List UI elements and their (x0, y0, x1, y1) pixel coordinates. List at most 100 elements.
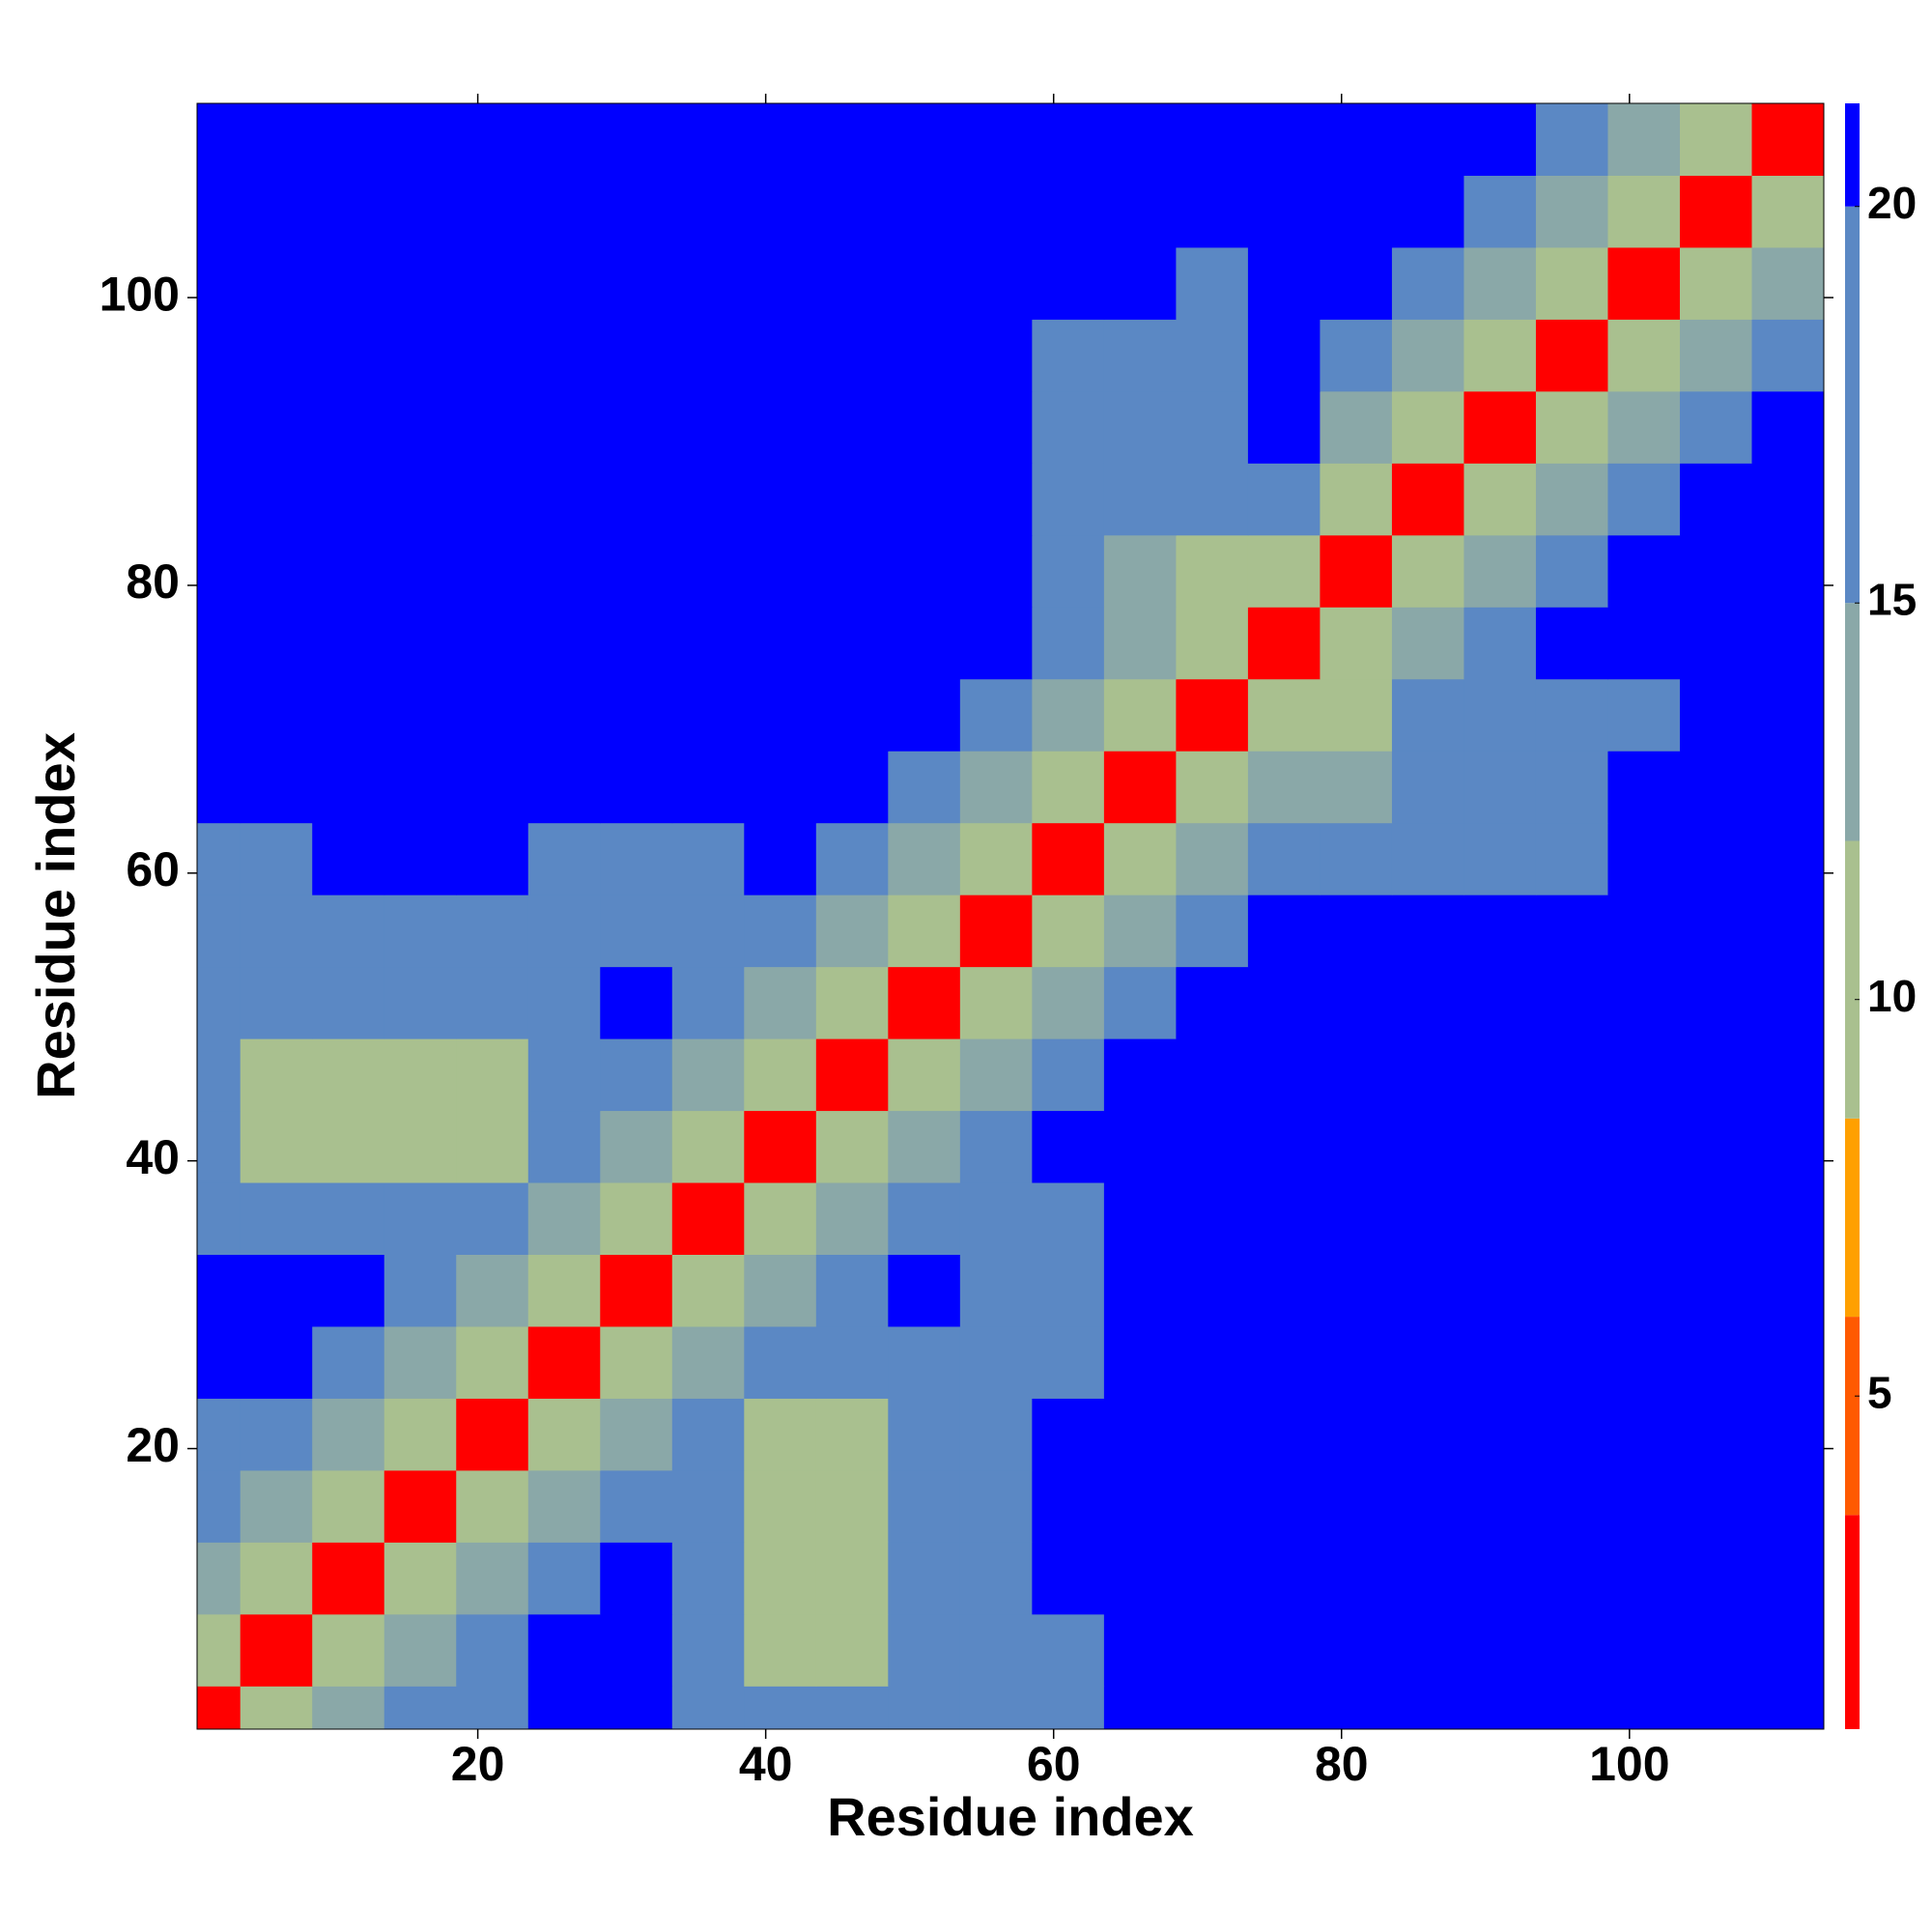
heatmap-cell (527, 103, 601, 176)
heatmap-cell (1607, 1254, 1681, 1327)
heatmap-cell (1751, 751, 1825, 824)
heatmap-cell (1320, 1038, 1393, 1112)
heatmap-cell (312, 966, 385, 1039)
colorbar-band (1845, 1515, 1860, 1729)
heatmap-cell (1103, 1110, 1177, 1183)
heatmap-cell (456, 1398, 529, 1471)
heatmap-cell (1176, 175, 1249, 248)
heatmap-cell (1535, 246, 1608, 320)
heatmap-cell (744, 607, 817, 680)
heatmap-cell (1320, 1325, 1393, 1399)
heatmap-cell (312, 822, 385, 895)
heatmap-cell (1751, 1542, 1825, 1615)
heatmap-cell (744, 103, 817, 176)
heatmap-cell (456, 1110, 529, 1183)
heatmap-cell (384, 1038, 457, 1112)
heatmap-cell (1391, 1398, 1464, 1471)
heatmap-cell (888, 1398, 961, 1471)
heatmap-cell (1103, 246, 1177, 320)
heatmap-cell (240, 1686, 313, 1730)
heatmap-cell (1032, 246, 1105, 320)
heatmap-cell (1247, 1110, 1321, 1183)
heatmap-cell (1391, 1686, 1464, 1730)
heatmap-cell (888, 175, 961, 248)
heatmap-cell (1320, 246, 1393, 320)
heatmap-cell (1176, 1110, 1249, 1183)
heatmap-cell (671, 966, 745, 1039)
heatmap-cell (671, 1254, 745, 1327)
heatmap-cell (1463, 246, 1537, 320)
heatmap-cell (1463, 1686, 1537, 1730)
heatmap-cell (600, 534, 673, 608)
heatmap-cell (1679, 1254, 1752, 1327)
heatmap-cell (456, 1469, 529, 1543)
heatmap-cell (1320, 1182, 1393, 1256)
heatmap-cell (527, 175, 601, 248)
heatmap-cell (1032, 390, 1105, 464)
heatmap-cell (959, 895, 1033, 968)
colorbar-band (1845, 840, 1860, 1119)
heatmap-cell (384, 103, 457, 176)
heatmap-cell (959, 1613, 1033, 1687)
heatmap-cell (959, 1110, 1033, 1183)
heatmap-cell (600, 103, 673, 176)
heatmap-cell (600, 1469, 673, 1543)
heatmap-cell (600, 1254, 673, 1327)
heatmap-cell (671, 390, 745, 464)
heatmap-cell (815, 1398, 889, 1471)
heatmap-cell (959, 1038, 1033, 1112)
y-axis-title: Residue index (25, 732, 86, 1099)
heatmap-cell (1103, 1469, 1177, 1543)
heatmap-cell (1032, 607, 1105, 680)
heatmap-cell (1463, 1038, 1537, 1112)
heatmap-cell (1751, 534, 1825, 608)
heatmap-cell (1535, 103, 1608, 176)
heatmap-cell (600, 1038, 673, 1112)
heatmap-cell (1607, 103, 1681, 176)
heatmap-cell (1607, 1613, 1681, 1687)
heatmap-cell (197, 103, 242, 176)
heatmap-cell (1391, 175, 1464, 248)
heatmap-cell (959, 463, 1033, 536)
heatmap-cell (1535, 175, 1608, 248)
heatmap-cell (1176, 966, 1249, 1039)
heatmap-cell (1247, 390, 1321, 464)
x-tick-label: 100 (1589, 1737, 1669, 1791)
heatmap-cell (600, 751, 673, 824)
heatmap-cell (240, 751, 313, 824)
heatmap-cell (744, 246, 817, 320)
heatmap-cell (1176, 895, 1249, 968)
heatmap-cell (384, 175, 457, 248)
heatmap-cell (1751, 1182, 1825, 1256)
heatmap-cell (1463, 822, 1537, 895)
heatmap-cell (1391, 1038, 1464, 1112)
heatmap-cell (1751, 1469, 1825, 1543)
heatmap-cell (815, 1182, 889, 1256)
heatmap-cell (888, 534, 961, 608)
heatmap-cell (1535, 1182, 1608, 1256)
heatmap-cell (671, 1469, 745, 1543)
heatmap-cell (1247, 1469, 1321, 1543)
heatmap-cell (815, 534, 889, 608)
heatmap-cell (312, 175, 385, 248)
heatmap-cell (1176, 751, 1249, 824)
heatmap-cell (1247, 175, 1321, 248)
heatmap-cell (1247, 1038, 1321, 1112)
heatmap-cell (312, 103, 385, 176)
heatmap-cell (1463, 175, 1537, 248)
heatmap-cell (384, 1542, 457, 1615)
heatmap-cell (527, 1542, 601, 1615)
heatmap-cell (197, 966, 242, 1039)
heatmap-cell (1247, 1686, 1321, 1730)
heatmap-cell (1032, 966, 1105, 1039)
heatmap-cell (744, 1325, 817, 1399)
heatmap-cell (384, 1613, 457, 1687)
heatmap-cell (600, 1542, 673, 1615)
heatmap-cell (527, 390, 601, 464)
heatmap-cell (1391, 103, 1464, 176)
heatmap-cell (888, 246, 961, 320)
heatmap-cell (1535, 1038, 1608, 1112)
heatmap-cell (744, 1469, 817, 1543)
heatmap-cell (1607, 390, 1681, 464)
heatmap-cell (815, 1686, 889, 1730)
